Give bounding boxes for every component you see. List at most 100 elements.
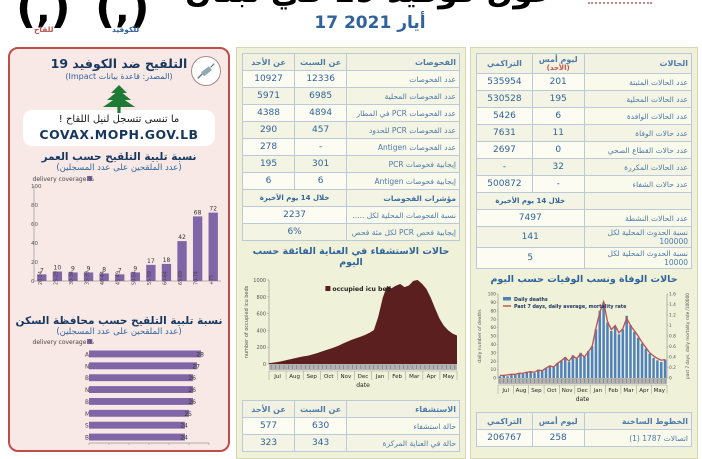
chart-shape bbox=[648, 353, 651, 378]
chart-text: 0 bbox=[31, 279, 35, 285]
chart-shape bbox=[89, 386, 193, 394]
indicator-label-cell: مؤشرات الفحوصات bbox=[346, 189, 460, 207]
chart-shape bbox=[633, 331, 636, 378]
chart-text: Oct bbox=[324, 374, 334, 380]
chart-text: Aug bbox=[516, 388, 527, 394]
chart-text: Jul bbox=[501, 388, 509, 394]
age-chart-subtitle: (عدد الملقحين على عدد المسجلين) bbox=[56, 163, 182, 173]
label-cell: عدد الفحوصات bbox=[346, 70, 460, 88]
chart-shape bbox=[659, 362, 663, 378]
chart-text: Nov bbox=[562, 388, 573, 394]
table-row: عدد حالات الوفاة 11 7631 bbox=[476, 124, 692, 142]
chart-shape bbox=[537, 369, 540, 378]
chart-text: Daily deaths bbox=[514, 297, 548, 303]
chart-shape bbox=[552, 367, 555, 378]
chart-text: 0 bbox=[669, 376, 672, 382]
value-cell: 535954 bbox=[476, 73, 533, 91]
chart-shape bbox=[89, 409, 189, 417]
chart-shape bbox=[146, 264, 156, 281]
chart-text: Jan bbox=[375, 374, 385, 380]
chart-shape bbox=[89, 421, 185, 429]
label-cell: عدد الحالات النشطة bbox=[583, 209, 692, 227]
chart-shape bbox=[625, 315, 628, 378]
report-date: 17 أيار 2021 bbox=[314, 13, 426, 33]
value-cell: 195 bbox=[531, 90, 585, 108]
covax-url[interactable]: COVAX.MOPH.GOV.LB bbox=[39, 127, 199, 142]
label-cell: نسبة الفحوصات المحلية لكل ..... bbox=[346, 206, 460, 224]
chart-shape bbox=[87, 339, 92, 344]
chart-text: 40-44 bbox=[100, 271, 106, 285]
chart-text: number of occupied icu beds bbox=[244, 285, 250, 358]
page-header: حول كوفيد 19 في لبنان (,) (,) للقاح للكو… bbox=[0, 0, 702, 46]
vaccination-panel: التلقيح ضد الكوفيد 19 (المصدر: قاعدة بيا… bbox=[8, 47, 230, 452]
value-cell: 12336 bbox=[294, 70, 348, 88]
value-cell: - bbox=[294, 138, 348, 156]
chart-text: 35-39 bbox=[85, 271, 91, 285]
chart-text: Sep bbox=[307, 374, 318, 380]
chart-text: 1000 bbox=[253, 278, 266, 284]
value-cell: 2697 bbox=[476, 141, 533, 159]
col-cumulative: التراكمي bbox=[476, 53, 533, 74]
chart-text: Dec bbox=[358, 374, 369, 380]
value-cell: 5426 bbox=[476, 107, 533, 125]
page-title-cropped: حول كوفيد 19 في لبنان bbox=[185, 0, 555, 10]
icu-occupancy-chart: 0 200 400 600 800 1000 occupied icu bed number … bbox=[244, 278, 458, 389]
chart-shape bbox=[37, 274, 47, 281]
chart-text: 17 bbox=[147, 258, 155, 265]
chart-text: 0.6 bbox=[669, 344, 676, 350]
syringe-badge bbox=[191, 56, 221, 86]
table-row: عدد الحالات النشطة 7497 bbox=[476, 209, 692, 227]
indicator-value-cell: خلال 14 يوم الأخيرة bbox=[476, 192, 585, 210]
label-cell: عدد الحالات المكررة bbox=[583, 158, 692, 176]
chart-text: Past 7 days, daily average, mortality ra… bbox=[514, 304, 627, 310]
gov-chart-subtitle: (عدد الملقحين على عدد المسجلين) bbox=[56, 327, 182, 337]
label-cell: اتصالات 1787 (1) bbox=[583, 429, 692, 447]
chart-shape bbox=[498, 378, 667, 384]
chart-shape bbox=[579, 352, 582, 378]
chart-text: 70-74 bbox=[194, 271, 200, 285]
chart-text: 30 bbox=[491, 350, 497, 356]
indicator-label-cell bbox=[583, 192, 692, 210]
chart-shape bbox=[636, 337, 640, 378]
cases-table-title: الحالات bbox=[583, 53, 692, 74]
chart-text: 600 bbox=[256, 312, 266, 318]
chart-text: 65-69 bbox=[178, 271, 184, 285]
chart-text: Sep bbox=[531, 388, 542, 394]
chart-shape bbox=[598, 310, 602, 378]
chart-text: 42 bbox=[178, 234, 186, 241]
value-cell: 278 bbox=[241, 138, 296, 156]
label-cell: عدد الفحوصات المحلية bbox=[346, 87, 460, 105]
table-row: عدد الفحوصات 12336 10927 bbox=[241, 70, 460, 88]
chart-shape bbox=[99, 273, 109, 281]
label-cell: عدد الحالات المحلية bbox=[583, 90, 692, 108]
value-cell: - bbox=[476, 158, 533, 176]
chart-text: 68 bbox=[194, 209, 202, 216]
governorate-coverage-chart: % delivery coverageAkkar28North27Beirut2… bbox=[33, 339, 210, 445]
chart-text: 27 bbox=[192, 363, 200, 370]
chart-shape bbox=[525, 372, 529, 378]
chart-shape bbox=[89, 397, 193, 405]
chart-shape bbox=[556, 362, 559, 378]
covax-reminder-box: ما تنسى تتسجل لنيل اللقاح ! COVAX.MOPH.G… bbox=[23, 110, 215, 146]
chart-shape bbox=[590, 346, 594, 378]
value-cell: 530528 bbox=[476, 90, 533, 108]
value-cell: 577 bbox=[241, 417, 296, 435]
chart-shape bbox=[575, 358, 578, 378]
table-row: مؤشرات الفحوصات خلال 14 يوم الأخيرة bbox=[241, 189, 460, 207]
value-cell: 0 bbox=[531, 141, 585, 159]
cases-table: الحالات ليوم أمس (الأحد) التراكمي عدد ال… bbox=[476, 53, 692, 269]
label-cell: نسبة الحدوث المحلية لكل 100000 bbox=[583, 226, 692, 248]
hospitalization-table: الاستشفاء عن السبت عن الأحد حالة استشفاء… bbox=[241, 400, 460, 452]
col-yesterday: ليوم أمس (الأحد) bbox=[531, 53, 585, 74]
chart-text: Feb bbox=[608, 388, 618, 394]
label-cell: حالة في العناية المركزة bbox=[346, 434, 460, 452]
chart-text: Nov bbox=[341, 374, 352, 380]
table-row: حالة في العناية المركزة 343 323 bbox=[241, 434, 460, 452]
table-row: حالة استشفاء 630 577 bbox=[241, 417, 460, 435]
chart-shape bbox=[644, 348, 648, 378]
chart-shape bbox=[87, 176, 92, 181]
daily-deaths-chart: 0 10 20 30 40 50 60 70 80 90 100 0 0.2 0.4 0.6 0.8 1 1.2 1… bbox=[477, 292, 690, 403]
cropped-text-fragment bbox=[588, 2, 652, 4]
chart-shape bbox=[621, 329, 625, 378]
value-cell: 6985 bbox=[294, 87, 348, 105]
